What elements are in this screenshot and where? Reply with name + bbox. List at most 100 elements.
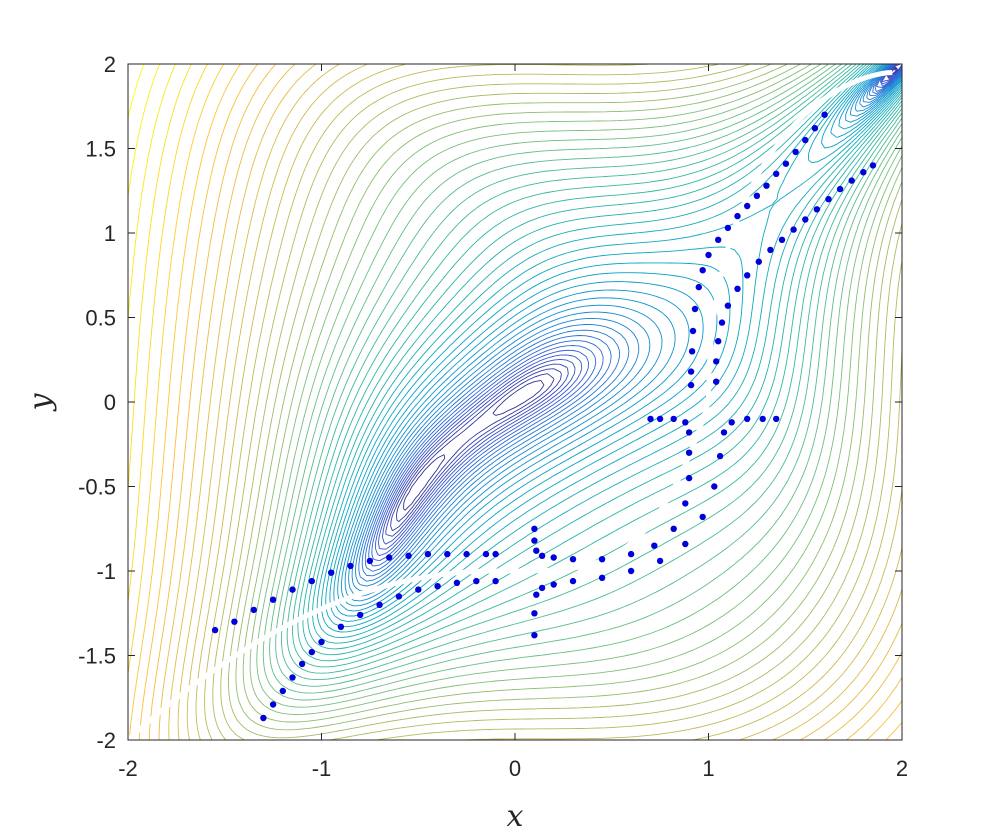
contour-level [333,64,902,617]
scatter-point [813,206,821,213]
contour-level [158,64,902,740]
scatter-point [531,632,538,639]
scatter-point [569,556,577,563]
scatter-point [647,415,654,423]
contour-level [390,66,899,532]
scatter-point [550,581,557,588]
y-tick-label: -2 [96,728,116,753]
contour-level [262,64,902,701]
scatter-point [687,368,695,375]
scatter-point [357,611,364,619]
scatter-point [395,593,403,600]
x-tick-label: 0 [509,756,521,781]
contour-level [361,64,902,577]
y-tick-label: -1.5 [78,644,116,669]
scatter-point [533,591,540,598]
scatter-point [695,283,702,291]
scatter-point [685,449,693,456]
valley-curve [128,70,893,740]
scatter-point [308,648,315,656]
scatter-point [682,419,689,426]
y-tick-label: 0.5 [85,306,116,331]
contour-lines [128,64,902,740]
scatter-point [531,610,538,617]
scatter-point [492,577,499,585]
scatter-point [289,586,296,593]
contour-level [256,64,902,708]
scatter-point [687,381,695,389]
scatter-point [773,170,780,177]
x-tick-label: -2 [118,756,138,781]
scatter-point [531,537,538,544]
scatter-point [759,415,766,423]
contour-level [307,64,902,650]
scatter-point [434,583,441,590]
contour-level [212,64,902,740]
scatter-point [682,500,689,507]
scatter-point [473,577,480,585]
scatter-point [734,285,741,292]
contour-level [344,64,902,602]
contour-level [281,64,902,681]
scatter-point [691,305,699,313]
scatter-point [720,429,728,436]
scatter-point [337,623,345,630]
scatter-point [699,267,706,274]
contour-level [138,64,902,740]
scatter-point [424,550,432,558]
y-tick-label: 0 [104,390,116,415]
contour-level [358,64,902,582]
scatter-point [836,185,844,193]
contour-level [269,64,902,694]
scatter-point [713,378,720,385]
y-tick-label: 1 [104,221,116,246]
y-tick-label: 2 [104,52,116,77]
scatter-point [308,577,315,585]
contour-level [329,64,902,622]
valley-path [128,70,893,740]
contour-level [316,64,902,639]
scatter-point [705,251,712,259]
x-axis-label: x [507,799,524,834]
scatter-point [848,177,855,184]
scatter-point [790,226,797,233]
scatter-point [550,554,557,561]
contour-level [195,64,902,740]
scatter-point [298,660,306,668]
contour-level [228,64,902,739]
scatter-point [716,452,724,460]
scatter-point [715,236,722,243]
scatter-point [318,638,325,646]
scatter-point [538,584,546,592]
scatter-point [627,567,635,575]
scatter-point [688,348,696,355]
scatter-point [767,246,774,254]
scatter-point [755,258,762,265]
contour-level [275,64,902,687]
scatter-point [802,216,809,223]
scatter-point [802,136,809,144]
contour-level [204,64,902,740]
scatter-point [463,550,470,558]
scatter-point [366,557,374,565]
scatter-point [211,626,219,634]
scatter-point [715,338,722,345]
contour-level [385,64,902,537]
contour-level [186,64,902,740]
scatter-point [753,192,761,199]
contour-level [374,64,902,557]
scatter-point [260,714,267,722]
scatter-point [492,550,499,558]
scatter-point [763,182,770,189]
scatter-point [744,202,751,210]
contour-level [382,64,902,545]
scatter-point [289,674,296,681]
y-tick-label: -1 [96,559,116,584]
scatter-point [569,577,577,585]
contour-level [312,64,902,644]
scatter-point [728,419,735,426]
contour-level [177,64,902,740]
scatter-point [869,162,877,169]
scatter-point [724,302,732,309]
